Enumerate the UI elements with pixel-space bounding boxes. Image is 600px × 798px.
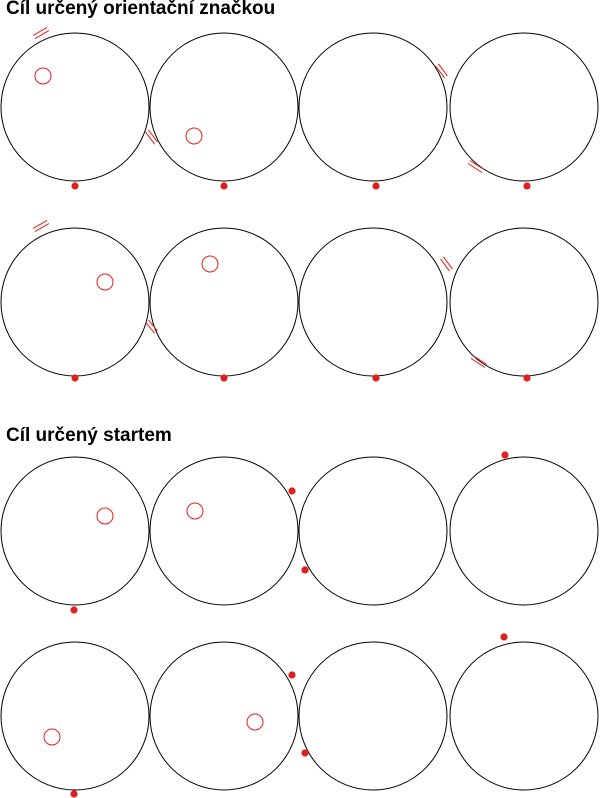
orientation-mark-line (145, 321, 155, 334)
orientation-mark-line (34, 223, 50, 232)
orientation-mark (32, 27, 50, 39)
section-title-orientation-mark: Cíl určený orientační značkou (6, 0, 276, 19)
orientation-mark-line (148, 319, 158, 332)
start-marker-dot (523, 182, 531, 190)
target-circle (43, 728, 61, 746)
orientation-mark (145, 129, 158, 145)
target-circle (96, 507, 114, 525)
course-circle (0, 456, 150, 606)
start-marker-dot (372, 182, 380, 190)
orientation-mark-line (469, 160, 485, 170)
orientation-mark-line (470, 358, 486, 368)
course-circle (149, 32, 299, 182)
course-circle (449, 32, 599, 182)
course-circle (149, 641, 299, 791)
orientation-mark-line (32, 220, 48, 229)
orientation-mark-line (472, 355, 488, 365)
target-circle (185, 127, 203, 145)
target-circle (96, 273, 114, 291)
start-marker-dot (70, 790, 78, 798)
target-circle (186, 502, 204, 520)
start-marker-dot (501, 451, 509, 459)
target-circle (246, 713, 264, 731)
start-marker-dot (220, 374, 228, 382)
start-marker-dot (500, 633, 508, 641)
orientation-mark-line (145, 131, 155, 145)
orientation-mark-line (440, 258, 450, 272)
target-circle (34, 67, 52, 85)
course-circle (149, 456, 299, 606)
course-circle (298, 456, 448, 606)
course-circle (449, 227, 599, 377)
orientation-mark (435, 63, 448, 79)
start-marker-dot (301, 566, 309, 574)
start-marker-dot (71, 374, 79, 382)
orientation-mark-line (443, 256, 453, 270)
orientation-mark (32, 220, 50, 232)
section-title-start: Cíl určený startem (6, 425, 172, 446)
start-marker-dot (372, 374, 380, 382)
start-marker-dot (301, 749, 309, 757)
course-circle (149, 227, 299, 377)
start-marker-dot (288, 487, 296, 495)
orientation-mark (145, 319, 158, 334)
course-circle (0, 227, 150, 377)
orientation-mark-line (34, 30, 50, 39)
start-marker-dot (220, 182, 228, 190)
orientation-mark-line (32, 27, 48, 36)
start-marker-dot (288, 671, 296, 679)
start-marker-dot (70, 606, 78, 614)
orientation-mark (440, 256, 453, 272)
orientation-mark-line (467, 163, 483, 173)
orientation-mark (470, 355, 488, 368)
start-marker-dot (71, 182, 79, 190)
course-circle (298, 641, 448, 791)
course-circle (449, 456, 599, 606)
target-circle (201, 255, 219, 273)
course-circle (298, 227, 448, 377)
orientation-mark-line (438, 63, 448, 77)
course-circle (0, 32, 150, 182)
start-marker-dot (523, 374, 531, 382)
orientation-mark-line (148, 129, 158, 143)
orientation-mark (467, 160, 485, 173)
course-circle (0, 641, 150, 791)
orientation-mark-line (435, 65, 445, 79)
course-circle (449, 641, 599, 791)
course-circle (298, 32, 448, 182)
